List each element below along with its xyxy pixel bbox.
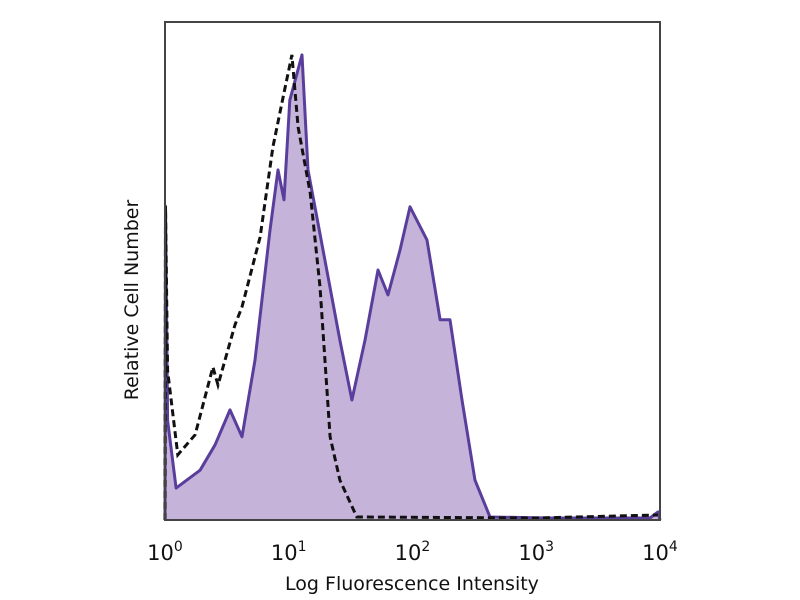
x-axis-label: Log Fluorescence Intensity: [285, 573, 539, 595]
tick-exponent: 1: [298, 539, 307, 555]
x-tick-labels: 100 101 102 103 104: [147, 539, 678, 565]
plot-area: [163, 53, 662, 521]
x-tick-label: 101: [271, 539, 307, 565]
x-tick-label: 102: [395, 539, 431, 565]
tick-base: 10: [642, 541, 669, 565]
tick-exponent: 4: [669, 539, 678, 555]
tick-base: 10: [147, 541, 174, 565]
tick-base: 10: [271, 541, 298, 565]
tick-exponent: 3: [545, 539, 554, 555]
x-tick-label: 103: [518, 539, 554, 565]
plot-frame: [164, 21, 661, 521]
y-axis-label: Relative Cell Number: [121, 200, 143, 401]
series-1-dashed-line: [163, 54, 658, 521]
tick-exponent: 0: [174, 539, 183, 555]
tick-base: 10: [395, 541, 422, 565]
series-0-line: [163, 53, 662, 521]
x-tick-label: 100: [147, 539, 183, 565]
tick-exponent: 2: [421, 539, 430, 555]
series-0-fill: [165, 54, 660, 521]
x-tick-label: 104: [642, 539, 678, 565]
tick-base: 10: [518, 541, 545, 565]
